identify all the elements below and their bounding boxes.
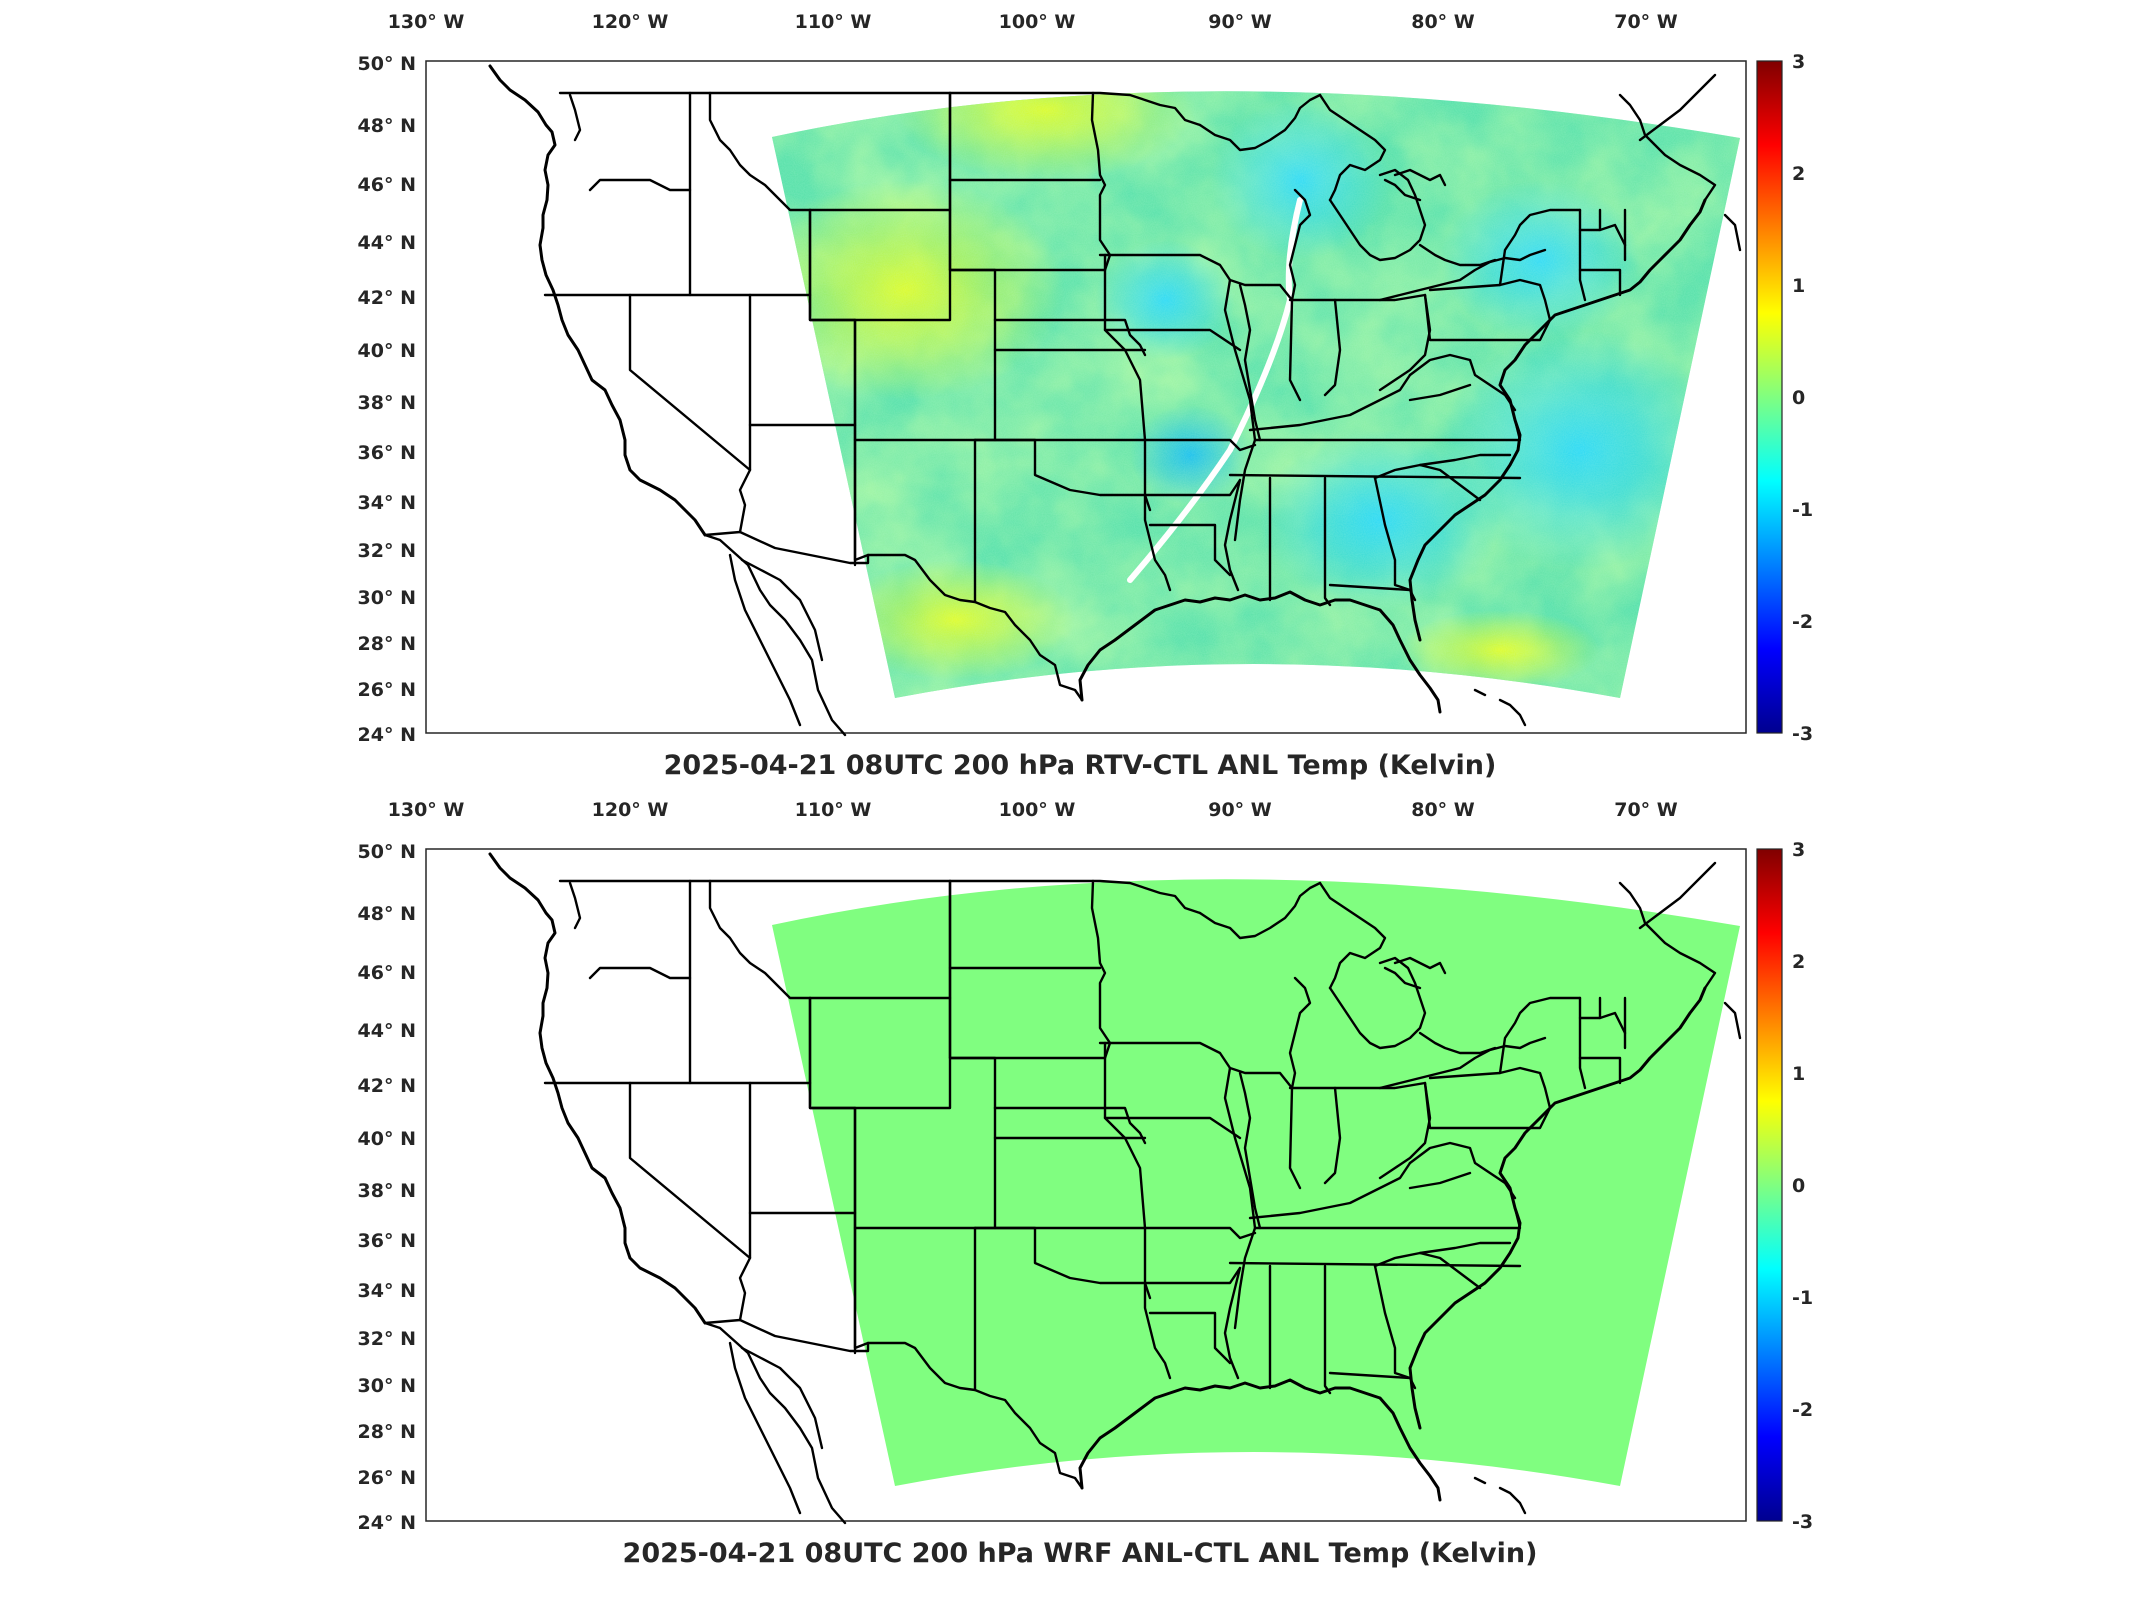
lat-label: 36° N: [358, 1230, 416, 1252]
map-svg-wrf: 130° W 120° W 110° W 100° W 90° W 80° W …: [358, 799, 1814, 1569]
lon-label: 100° W: [999, 799, 1076, 821]
lat-label: 40° N: [358, 1128, 416, 1150]
colorbar-gradient: [1756, 848, 1783, 1522]
lon-label: 90° W: [1208, 11, 1272, 33]
lon-label: 70° W: [1614, 11, 1678, 33]
colorbar-tick: -1: [1792, 499, 1813, 521]
lon-label: 80° W: [1411, 799, 1475, 821]
map-panel-wrf: 130° W 120° W 110° W 100° W 90° W 80° W …: [0, 788, 2133, 1588]
lat-label: 48° N: [358, 903, 416, 925]
lat-label: 42° N: [358, 287, 416, 309]
panel-title: 2025-04-21 08UTC 200 hPa RTV-CTL ANL Tem…: [664, 750, 1497, 781]
us-state-boundaries: [488, 852, 1742, 1525]
colorbar-tick: 2: [1792, 163, 1805, 185]
latitude-labels: 50° N 48° N 46° N 44° N 42° N 40° N 38° …: [358, 53, 416, 746]
colorbar-tick: -3: [1792, 1511, 1813, 1533]
colorbar-tick: 3: [1792, 51, 1805, 73]
temperature-difference-field: [772, 91, 1740, 698]
lon-label: 120° W: [592, 799, 669, 821]
lon-label: 80° W: [1411, 11, 1475, 33]
lat-label: 46° N: [358, 962, 416, 984]
longitude-labels: 130° W 120° W 110° W 100° W 90° W 80° W …: [388, 799, 1678, 821]
lat-label: 48° N: [358, 115, 416, 137]
lat-label: 34° N: [358, 492, 416, 514]
colorbar-tick: -2: [1792, 611, 1813, 633]
colorbar-tick: -2: [1792, 1399, 1813, 1421]
lat-label: 28° N: [358, 1421, 416, 1443]
lon-label: 130° W: [388, 799, 465, 821]
colorbar-gradient: [1756, 60, 1783, 734]
colorbar-tick: -3: [1792, 723, 1813, 745]
latitude-labels: 50° N 48° N 46° N 44° N 42° N 40° N 38° …: [358, 841, 416, 1534]
colorbar-tick: 0: [1792, 387, 1805, 409]
map-panel-rtv: 130° W 120° W 110° W 100° W 90° W 80° W …: [358, 11, 1814, 781]
lat-label: 38° N: [358, 392, 416, 414]
colorbar: 3 2 1 0 -1 -2 -3: [1756, 839, 1813, 1533]
lat-label: 26° N: [358, 679, 416, 701]
lon-label: 120° W: [592, 11, 669, 33]
lat-label: 34° N: [358, 1280, 416, 1302]
temperature-difference-field: [772, 879, 1740, 1486]
lat-label: 28° N: [358, 633, 416, 655]
lat-label: 24° N: [358, 724, 416, 746]
lon-label: 70° W: [1614, 799, 1678, 821]
colorbar-tick: 3: [1792, 839, 1805, 861]
us-state-boundaries: [488, 64, 1742, 737]
lat-label: 46° N: [358, 174, 416, 196]
lat-label: 40° N: [358, 340, 416, 362]
lat-label: 36° N: [358, 442, 416, 464]
lat-label: 44° N: [358, 1020, 416, 1042]
lon-label: 100° W: [999, 11, 1076, 33]
colorbar-tick: 1: [1792, 1063, 1805, 1085]
lon-label: 110° W: [795, 799, 872, 821]
colorbar: 3 2 1 0 -1 -2 -3: [1756, 51, 1813, 745]
lon-label: 130° W: [388, 11, 465, 33]
lat-label: 38° N: [358, 1180, 416, 1202]
panel-title: 2025-04-21 08UTC 200 hPa WRF ANL-CTL ANL…: [623, 1538, 1538, 1569]
lon-label: 110° W: [795, 11, 872, 33]
colorbar-tick: 1: [1792, 275, 1805, 297]
lat-label: 50° N: [358, 841, 416, 863]
lat-label: 26° N: [358, 1467, 416, 1489]
lat-label: 30° N: [358, 587, 416, 609]
colorbar-tick: 0: [1792, 1175, 1805, 1197]
lat-label: 50° N: [358, 53, 416, 75]
colorbar-tick: -1: [1792, 1287, 1813, 1309]
missing-data-streak: [1127, 197, 1303, 583]
longitude-labels: 130° W 120° W 110° W 100° W 90° W 80° W …: [388, 11, 1678, 33]
lat-label: 24° N: [358, 1512, 416, 1534]
lat-label: 30° N: [358, 1375, 416, 1397]
lat-label: 42° N: [358, 1075, 416, 1097]
lat-label: 32° N: [358, 540, 416, 562]
lon-label: 90° W: [1208, 799, 1272, 821]
map-svg-rtv: 130° W 120° W 110° W 100° W 90° W 80° W …: [358, 11, 1814, 781]
lat-label: 32° N: [358, 1328, 416, 1350]
lat-label: 44° N: [358, 232, 416, 254]
colorbar-tick: 2: [1792, 951, 1805, 973]
